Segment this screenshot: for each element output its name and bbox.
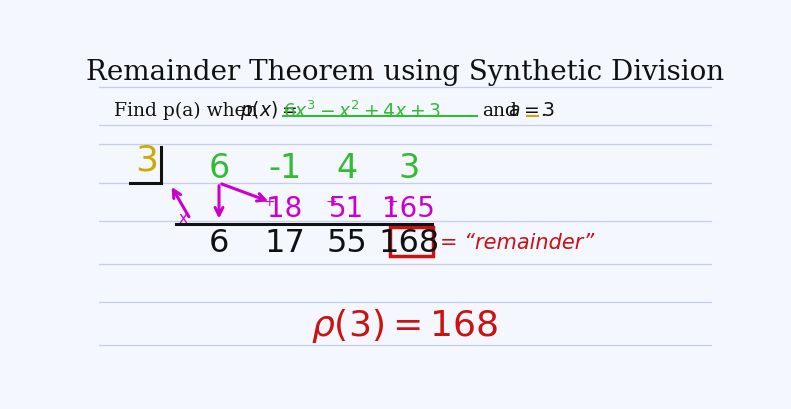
Text: +: + (326, 194, 337, 208)
Text: and: and (483, 101, 517, 119)
Text: Find p(a) when: Find p(a) when (115, 101, 258, 120)
Text: 3: 3 (398, 152, 419, 184)
Text: +: + (263, 194, 275, 208)
Text: 55: 55 (327, 227, 367, 258)
Text: x: x (178, 211, 187, 225)
Text: Remainder Theorem using Synthetic Division: Remainder Theorem using Synthetic Divisi… (86, 58, 724, 85)
Text: .: . (539, 101, 546, 119)
Text: 4: 4 (336, 152, 358, 184)
Text: 168: 168 (378, 227, 440, 258)
Text: $6x^3 - x^2 + 4x + 3$: $6x^3 - x^2 + 4x + 3$ (283, 100, 441, 121)
Text: 6: 6 (208, 152, 229, 184)
Text: 3: 3 (135, 144, 158, 178)
Text: = “remainder”: = “remainder” (440, 233, 594, 253)
Text: $\rho(3) = 168$: $\rho(3) = 168$ (312, 307, 498, 344)
Text: $p\left(x\right) = $: $p\left(x\right) = $ (240, 99, 297, 122)
Text: -1: -1 (268, 152, 301, 184)
Text: +: + (386, 194, 398, 208)
Text: 17: 17 (264, 227, 305, 258)
Text: 51: 51 (329, 195, 365, 223)
Text: 165: 165 (382, 195, 435, 223)
Text: 6: 6 (209, 227, 229, 258)
Text: 18: 18 (267, 195, 302, 223)
Bar (390, 227, 433, 256)
Text: $a = 3$: $a = 3$ (508, 101, 555, 120)
